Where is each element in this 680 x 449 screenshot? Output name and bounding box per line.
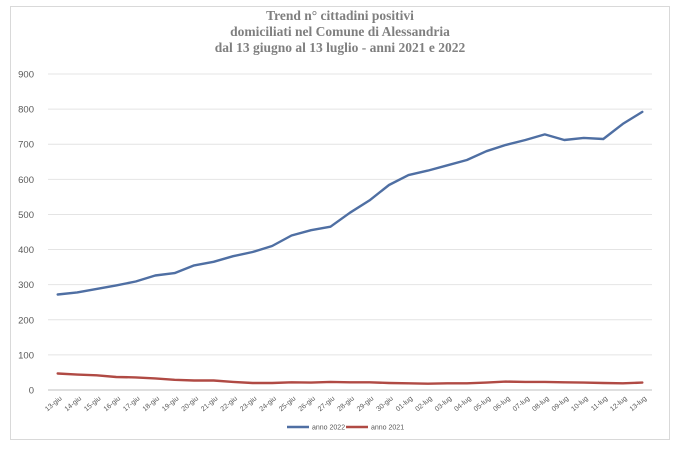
- x-tick-label: 15-giu: [83, 395, 102, 413]
- chart-title-line-3: dal 13 giugno al 13 luglio - anni 2021 e…: [214, 40, 466, 55]
- chart-frame: [10, 6, 670, 440]
- chart-title-line-1: Trend n° cittadini positivi: [266, 8, 414, 23]
- x-tick-label: 07-lug: [512, 395, 531, 413]
- x-axis-ticks: 13-giu 14-giu 15-giu 16-giu 17-giu 18-giu 19-g…: [44, 395, 648, 413]
- gridlines: [48, 73, 652, 391]
- legend: anno 2022 anno 2021: [287, 425, 404, 432]
- x-tick-label: 06-lug: [492, 395, 511, 413]
- x-tick-label: 26-giu: [297, 395, 316, 413]
- x-tick-label: 12-lug: [609, 395, 628, 413]
- x-tick-label: 01-lug: [395, 395, 414, 413]
- x-tick-label: 19-giu: [161, 395, 180, 413]
- x-tick-label: 21-giu: [200, 395, 219, 413]
- y-tick-label: 300: [18, 280, 34, 291]
- series-line-anno-2022: [56, 110, 644, 296]
- x-tick-label: 08-lug: [531, 395, 550, 413]
- x-tick-label: 14-giu: [64, 395, 83, 413]
- x-tick-label: 18-giu: [142, 395, 161, 413]
- y-axis-ticks: 0 100 200 300 400 500 600 700 800 900: [18, 70, 34, 397]
- x-tick-label: 27-giu: [317, 395, 336, 413]
- x-tick-label: 22-giu: [220, 395, 239, 413]
- x-tick-label: 20-giu: [181, 395, 200, 413]
- y-tick-label: 900: [18, 70, 34, 81]
- y-tick-label: 500: [18, 210, 34, 221]
- chart-title: Trend n° cittadini positivi domiciliati …: [0, 8, 680, 56]
- y-tick-label: 700: [18, 140, 34, 151]
- x-tick-label: 02-lug: [414, 395, 433, 413]
- x-tick-label: 11-lug: [590, 395, 609, 413]
- chart-title-line-2: domiciliati nel Comune di Alessandria: [230, 24, 450, 39]
- y-tick-label: 100: [18, 350, 34, 361]
- x-tick-label: 23-giu: [239, 395, 258, 413]
- legend-label: anno 2022: [312, 425, 345, 432]
- x-tick-label: 28-giu: [336, 395, 355, 413]
- x-tick-label: 29-giu: [356, 395, 375, 413]
- y-tick-label: 400: [18, 245, 34, 256]
- y-tick-label: 200: [18, 315, 34, 326]
- series-lines: [56, 110, 644, 385]
- y-tick-label: 600: [18, 175, 34, 186]
- x-tick-label: 13-lug: [629, 395, 648, 413]
- series-line-anno-2021: [56, 372, 644, 385]
- x-tick-label: 17-giu: [122, 395, 141, 413]
- y-tick-label: 0: [29, 386, 34, 397]
- x-tick-label: 04-lug: [453, 395, 472, 413]
- x-tick-label: 05-lug: [473, 395, 492, 413]
- x-tick-label: 25-giu: [278, 395, 297, 413]
- x-tick-label: 09-lug: [551, 395, 570, 413]
- x-tick-label: 03-lug: [434, 395, 453, 413]
- x-tick-label: 10-lug: [570, 395, 589, 413]
- x-tick-label: 13-giu: [44, 395, 63, 413]
- x-tick-label: 24-giu: [259, 395, 278, 413]
- y-tick-label: 800: [18, 105, 34, 116]
- x-tick-label: 16-giu: [103, 395, 122, 413]
- x-tick-label: 30-giu: [375, 395, 394, 413]
- legend-label: anno 2021: [371, 425, 404, 432]
